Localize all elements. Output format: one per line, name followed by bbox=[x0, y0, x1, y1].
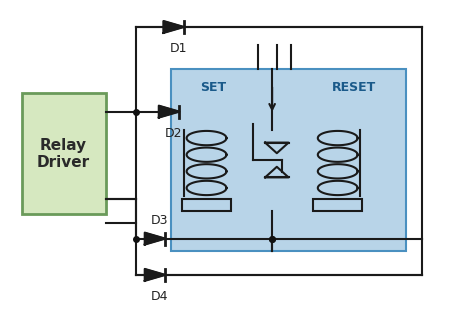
Bar bbox=[182, 199, 231, 211]
Polygon shape bbox=[164, 21, 184, 33]
Polygon shape bbox=[145, 269, 165, 281]
Text: SET: SET bbox=[201, 81, 227, 94]
Text: D4: D4 bbox=[151, 290, 168, 303]
Polygon shape bbox=[159, 106, 179, 118]
Bar bbox=[313, 199, 362, 211]
Text: RESET: RESET bbox=[332, 81, 376, 94]
Text: D2: D2 bbox=[165, 127, 182, 140]
Bar bbox=[172, 69, 406, 251]
Text: D3: D3 bbox=[151, 214, 168, 226]
Bar bbox=[21, 94, 106, 214]
Text: Relay
Driver: Relay Driver bbox=[37, 138, 90, 170]
Text: D1: D1 bbox=[170, 42, 187, 55]
Polygon shape bbox=[145, 233, 165, 245]
